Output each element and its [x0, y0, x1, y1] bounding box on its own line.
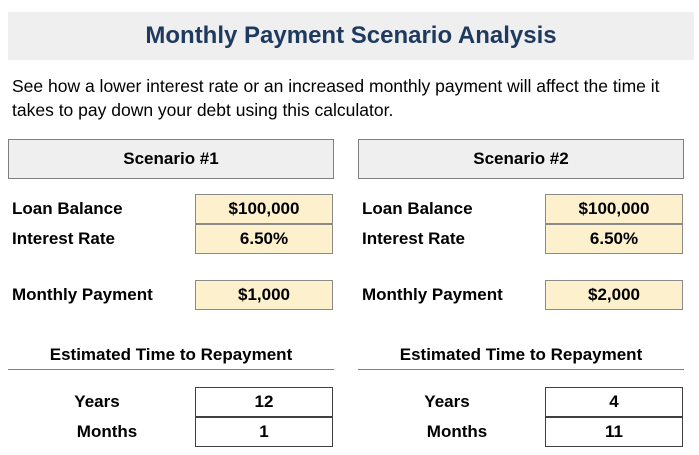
scenario-1-loan-balance-label: Loan Balance [12, 199, 123, 218]
scenario-1-loan-balance-input[interactable]: $100,000 [195, 194, 333, 224]
scenario-2-loan-balance-label: Loan Balance [362, 199, 473, 218]
scenario-2-interest-rate-input[interactable]: 6.50% [545, 224, 683, 254]
page-title: Monthly Payment Scenario Analysis [145, 22, 557, 49]
scenario-2-years-label: Years [424, 392, 470, 411]
scenario-1-months-value: 1 [195, 417, 333, 447]
description-text: See how a lower interest rate or an incr… [12, 76, 660, 120]
scenario-2-months-value: 11 [545, 417, 683, 447]
scenario-1-monthly-payment-input[interactable]: $1,000 [195, 280, 333, 310]
scenario-1-estimated-time-header: Estimated Time to Repayment [8, 340, 334, 370]
scenario-2-loan-balance-input[interactable]: $100,000 [545, 194, 683, 224]
scenario-1-months-label: Months [76, 422, 138, 441]
scenario-1-monthly-payment-label: Monthly Payment [12, 285, 153, 304]
scenario-1-interest-rate-label: Interest Rate [12, 229, 115, 248]
scenario-1-years-label: Years [74, 392, 120, 411]
scenario-2-monthly-payment-input[interactable]: $2,000 [545, 280, 683, 310]
scenario-2-years-value: 4 [545, 387, 683, 417]
scenario-2-months-label: Months [426, 422, 488, 441]
scenario-2-monthly-payment-label: Monthly Payment [362, 285, 503, 304]
scenario-1-interest-rate-input[interactable]: 6.50% [195, 224, 333, 254]
scenario-2-estimated-time-header: Estimated Time to Repayment [358, 340, 684, 370]
scenario-1-years-value: 12 [195, 387, 333, 417]
title-bar: Monthly Payment Scenario Analysis [8, 12, 694, 60]
scenario-2-header: Scenario #2 [358, 139, 684, 179]
scenario-1-header: Scenario #1 [8, 139, 334, 179]
scenario-2-interest-rate-label: Interest Rate [362, 229, 465, 248]
